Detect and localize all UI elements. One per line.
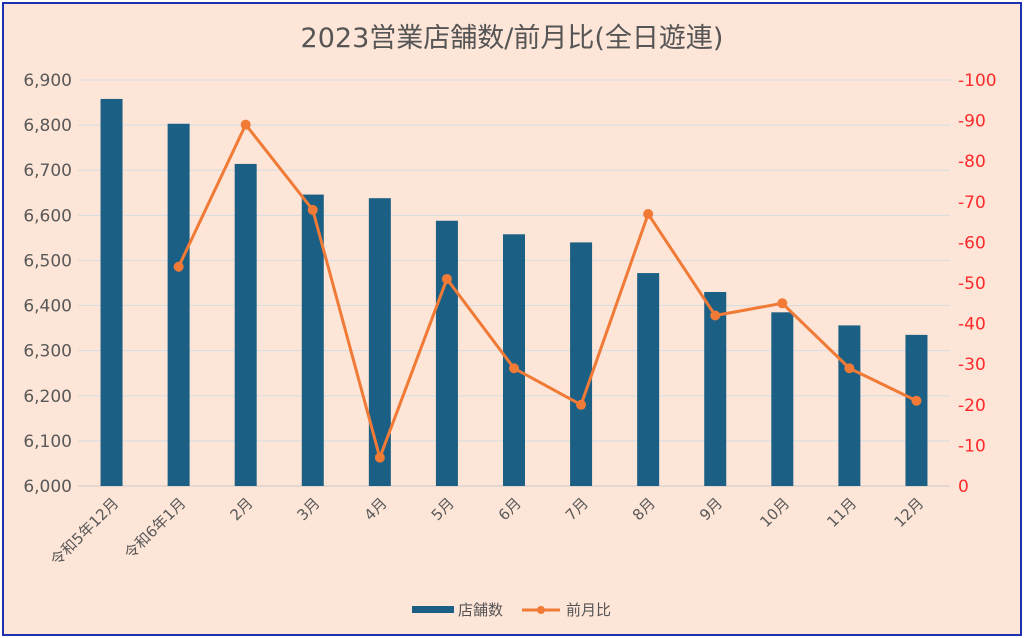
y-tick-label-right: -90: [958, 112, 986, 132]
x-tick-label: 10月: [756, 494, 793, 531]
y-tick-label-left: 6,200: [23, 387, 72, 407]
bar: [435, 220, 458, 486]
y-tick-label-left: 6,300: [23, 342, 72, 362]
bar: [838, 325, 861, 486]
x-tick-label: 9月: [696, 494, 726, 524]
x-tick-label: 12月: [890, 494, 927, 531]
legend-label-line: 前月比: [566, 601, 611, 619]
x-tick-label: 2月: [226, 494, 256, 524]
x-tick-label: 3月: [294, 494, 324, 524]
line-point: [777, 298, 788, 309]
bar: [167, 123, 190, 486]
bar-series: [100, 98, 928, 487]
y-tick-label-right: -30: [958, 355, 986, 375]
y-tick-label-right: -70: [958, 193, 986, 213]
line-point: [240, 119, 251, 130]
y-tick-label-right: -100: [958, 71, 997, 91]
line-series: [173, 119, 922, 463]
x-tick-label: 6月: [495, 494, 525, 524]
y-tick-label-left: 6,900: [23, 71, 72, 91]
x-tick-label: 令和6年1月: [121, 494, 190, 563]
line-point: [710, 310, 721, 321]
chart: 2023営業店舗数/前月比(全日遊連) 6,000 6,100 6,200 6,300…: [23, 23, 997, 619]
y-tick-label-left: 6,600: [23, 206, 72, 226]
x-tick-label: 5月: [428, 494, 458, 524]
legend-label-bars: 店舗数: [458, 601, 503, 619]
x-tick-label: 11月: [823, 494, 860, 531]
bar: [905, 334, 928, 486]
x-tick-label: 8月: [629, 494, 659, 524]
line-point: [173, 261, 184, 272]
line-point: [911, 395, 922, 406]
line-point: [576, 399, 587, 410]
bar: [771, 312, 794, 486]
y-tick-label-right: -80: [958, 152, 986, 172]
bar: [503, 234, 525, 486]
line-point: [307, 204, 318, 215]
y-tick-label-left: 6,800: [23, 116, 72, 136]
bar: [637, 273, 660, 486]
y-tick-label-right: -60: [958, 233, 986, 253]
y-tick-label-right: 0: [958, 477, 969, 497]
legend-marker-line: [537, 606, 545, 614]
x-tick-label: 令和5年12月: [47, 494, 122, 569]
chart-title: 2023営業店舗数/前月比(全日遊連): [301, 23, 724, 54]
line-point: [441, 273, 452, 284]
x-tick-label: 4月: [361, 494, 391, 524]
right-axis: 0 -10 -20 -30 -40 -50 -60 -70 -80 -90 -100: [958, 71, 997, 497]
legend-swatch-bars: [412, 606, 454, 613]
bar: [100, 98, 123, 487]
y-tick-label-left: 6,400: [23, 297, 72, 317]
y-tick-label-right: -50: [958, 274, 986, 294]
bar: [368, 198, 391, 487]
line-point: [844, 363, 855, 374]
bar: [570, 242, 593, 486]
y-tick-label-right: -20: [958, 396, 986, 416]
bar: [234, 163, 257, 486]
y-tick-label-left: 6,500: [23, 251, 72, 271]
legend: 店舗数 前月比: [412, 601, 611, 619]
line-path: [177, 123, 918, 460]
y-tick-label-right: -10: [958, 436, 986, 456]
x-tick-label: 7月: [562, 494, 592, 524]
y-tick-label-right: -40: [958, 315, 986, 335]
bar: [704, 292, 727, 486]
line-point: [509, 363, 519, 374]
y-tick-label-left: 6,700: [23, 161, 72, 181]
line-point: [643, 208, 654, 219]
left-axis: 6,000 6,100 6,200 6,300 6,400 6,500 6,600 6,700…: [23, 71, 72, 497]
bar: [301, 194, 324, 487]
y-tick-label-left: 6,000: [23, 477, 72, 497]
line-point: [374, 452, 385, 463]
y-tick-label-left: 6,100: [23, 432, 72, 452]
